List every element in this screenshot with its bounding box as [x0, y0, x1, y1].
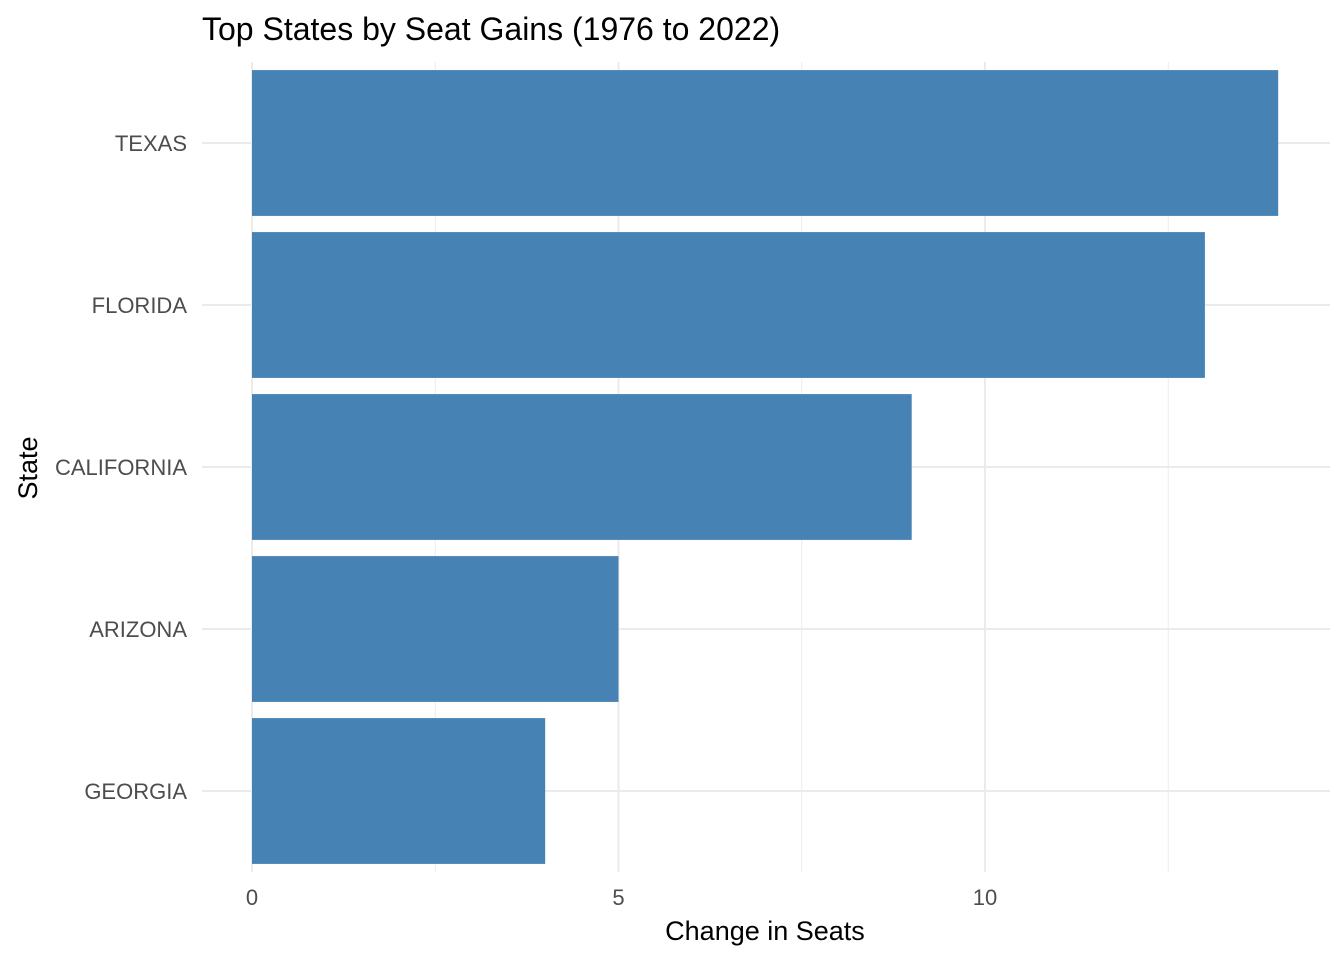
x-tick-labels: 0 5 10: [246, 885, 997, 910]
x-tick-label: 0: [246, 885, 258, 910]
bar-texas: [252, 70, 1279, 216]
x-tick-label: 5: [612, 885, 624, 910]
chart-title: Top States by Seat Gains (1976 to 2022): [202, 11, 780, 47]
y-tick-label: FLORIDA: [92, 293, 188, 318]
x-axis-title: Change in Seats: [665, 916, 865, 946]
y-tick-label: TEXAS: [115, 131, 187, 156]
y-tick-label: CALIFORNIA: [55, 455, 187, 480]
x-tick-label: 10: [973, 885, 997, 910]
bar-georgia: [252, 718, 546, 864]
bar-california: [252, 394, 912, 540]
y-axis-title: State: [13, 436, 43, 499]
y-tick-labels: TEXAS FLORIDA CALIFORNIA ARIZONA GEORGIA: [55, 131, 187, 804]
bars-layer: [252, 70, 1279, 864]
y-tick-label: ARIZONA: [89, 617, 187, 642]
y-tick-label: GEORGIA: [84, 779, 187, 804]
bar-florida: [252, 232, 1205, 378]
bar-arizona: [252, 556, 619, 702]
